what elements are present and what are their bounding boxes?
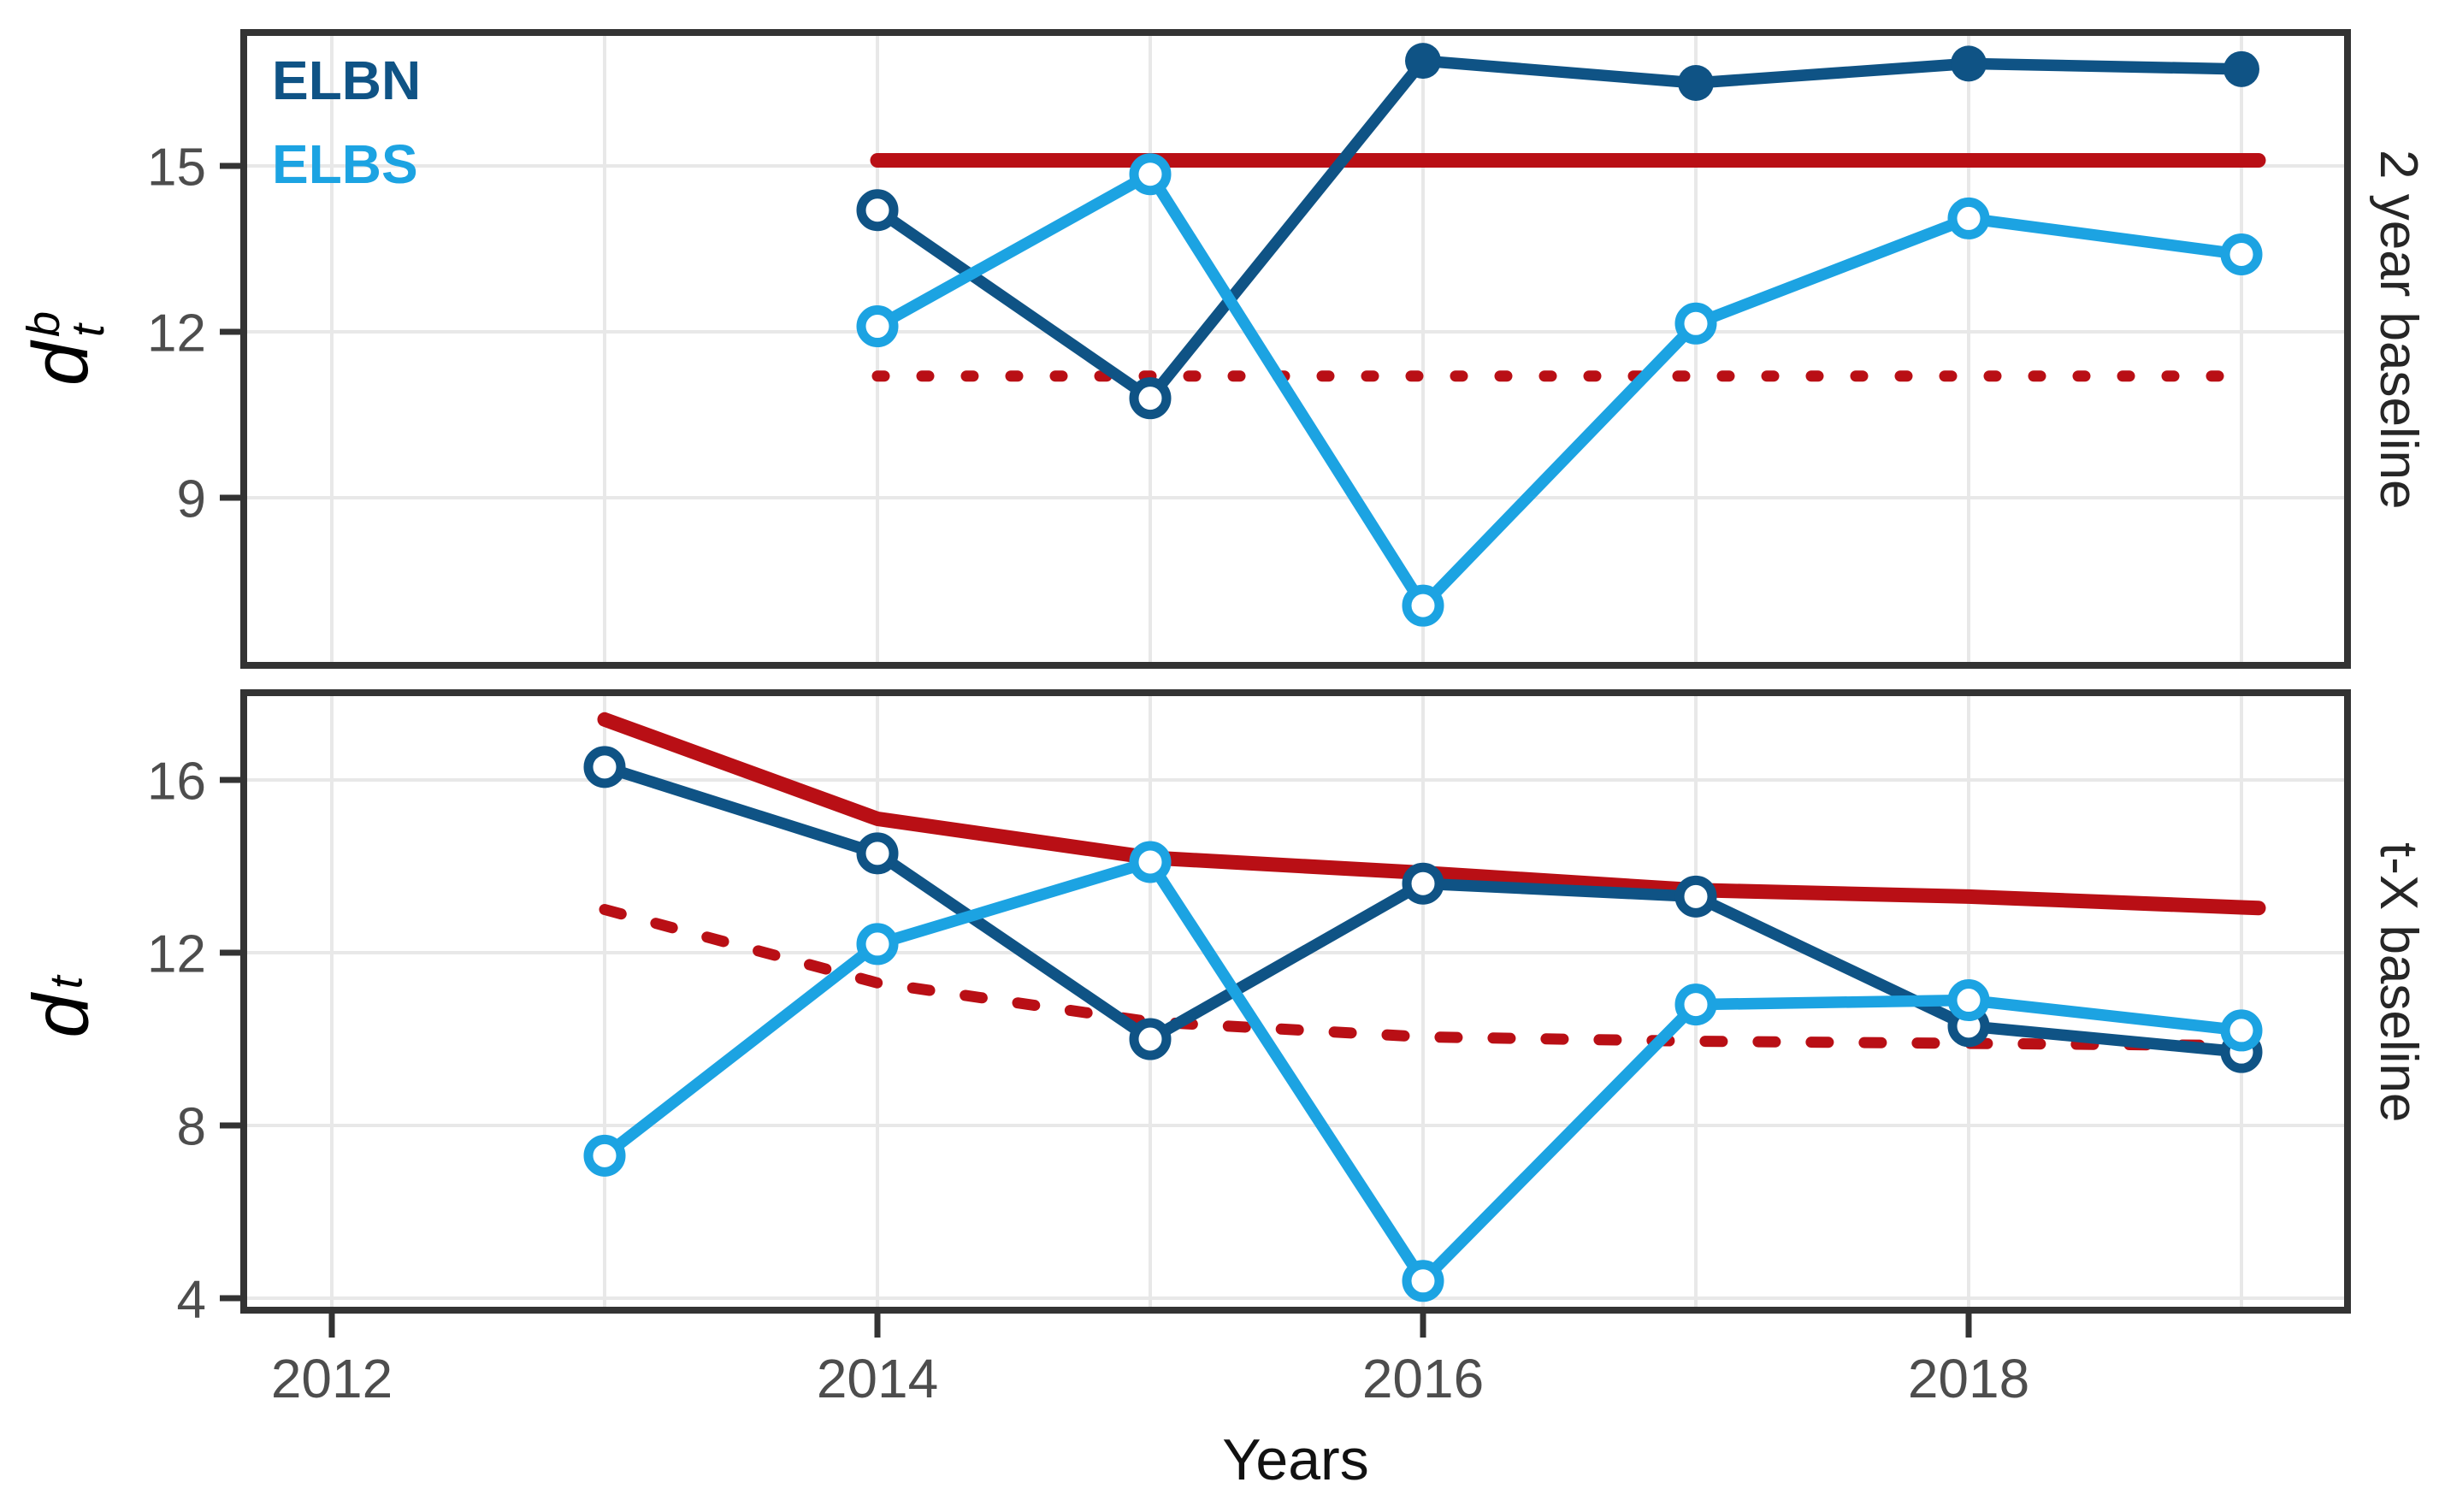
top-elbn-point-2018 (1951, 45, 1987, 82)
bottom-elbn-point-2016 (1402, 862, 1444, 905)
y-axis-label-bottom: d t (17, 976, 107, 1037)
legend-item-elbs: ELBS (272, 137, 418, 192)
bottom-y-tick-label-12: 12 (147, 924, 206, 983)
top-elbs-point-2017 (1674, 302, 1717, 345)
y-axis-label-top: d b t (16, 310, 114, 387)
bottom-elbs-point-2018 (1947, 979, 1990, 1022)
bottom-elbn-point-2015 (1129, 1018, 1172, 1060)
legend-item-elbn: ELBN (272, 53, 421, 108)
bottom-y-tick-label-16: 16 (147, 752, 206, 811)
x-tick-label-2018: 2018 (1908, 1348, 2029, 1409)
top-elbs-point-2018 (1947, 197, 1990, 239)
top-elbs-point-2016 (1402, 584, 1444, 627)
panel-top: 9 12 15 (147, 29, 2351, 669)
top-elbn-point-2015 (1129, 377, 1172, 420)
top-elbs-point-2015 (1129, 153, 1172, 196)
x-tick-label-2012: 2012 (271, 1348, 393, 1409)
bottom-elbn-point-2013 (583, 746, 626, 788)
bottom-panel-frame (240, 689, 2351, 1314)
bottom-elbs-point-2013 (583, 1134, 626, 1177)
facet-label-top: 2 year baseline (2369, 150, 2428, 510)
bottom-elbs-point-2014 (856, 923, 899, 966)
top-elbs-point-2014 (856, 305, 899, 348)
x-tick-label-2014: 2014 (817, 1348, 938, 1409)
top-elbn-line (871, 55, 2247, 405)
top-elbn-point-2014 (856, 189, 899, 232)
panel-bottom: 4 8 12 16 2012 2014 2016 2018 (147, 689, 2351, 1409)
facet-label-bottom: t-X baseline (2369, 842, 2428, 1123)
y-axis-label-bottom-base: d (17, 994, 105, 1038)
top-panel-frame (240, 29, 2351, 669)
top-y-tick-label-12: 12 (147, 304, 206, 363)
x-axis-label: Years (1222, 1427, 1369, 1492)
bottom-elbn-point-2014 (856, 832, 899, 875)
x-tick-label-2016: 2016 (1362, 1348, 1484, 1409)
legend-label-elbs: ELBS (272, 133, 418, 195)
bottom-y-tick-label-8: 8 (177, 1097, 206, 1156)
bottom-y-tick-label-4: 4 (177, 1270, 206, 1329)
bottom-elbn-point-2017 (1674, 875, 1717, 918)
y-axis-label-top-sub: t (62, 323, 114, 337)
bottom-elbs-point-2019 (2220, 1009, 2263, 1052)
y-axis-label-top-sup: b (18, 310, 70, 337)
top-y-tick-label-15: 15 (147, 138, 206, 197)
bottom-elbs-point-2016 (1402, 1260, 1444, 1302)
top-elbn-point-2017 (1678, 64, 1714, 101)
y-axis-label-top-base: d (17, 341, 105, 387)
top-elbn-point-2019 (2223, 50, 2259, 87)
y-axis-label-bottom-sub: t (40, 976, 92, 989)
bottom-elbs-point-2017 (1674, 983, 1717, 1026)
top-elbn-point-2016 (1405, 43, 1441, 80)
top-elbs-line (871, 168, 2247, 611)
bottom-baseline-solid-line (597, 712, 2266, 916)
bottom-elbs-point-2015 (1129, 841, 1172, 883)
top-y-tick-label-9: 9 (177, 470, 206, 529)
top-elbs-point-2019 (2220, 233, 2263, 275)
legend-label-elbn: ELBN (272, 50, 422, 111)
